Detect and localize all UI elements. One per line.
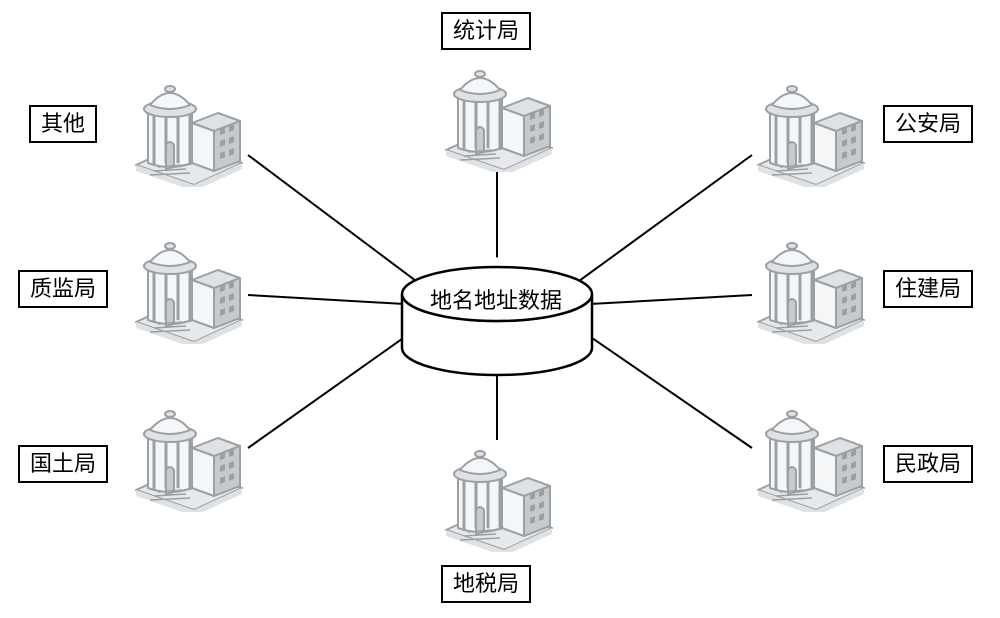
node-label-housing: 住建局 bbox=[883, 270, 973, 308]
node-label-aqsiq: 质监局 bbox=[18, 270, 108, 308]
building-icon bbox=[130, 232, 248, 344]
node-label-stats: 统计局 bbox=[441, 12, 531, 50]
node-label-civil: 民政局 bbox=[883, 445, 973, 483]
node-label-land: 国土局 bbox=[18, 445, 108, 483]
center-database bbox=[399, 264, 595, 383]
building-icon bbox=[440, 440, 558, 552]
diagram-stage: 地名地址数据 统计局其他质监局国土局地税局 公安局住建局民政局 bbox=[0, 0, 1000, 618]
building-icon bbox=[440, 60, 558, 172]
building-icon bbox=[130, 75, 248, 187]
node-label-other: 其他 bbox=[29, 105, 97, 143]
building-icon bbox=[130, 400, 248, 512]
building-icon bbox=[752, 232, 870, 344]
center-label: 地名地址数据 bbox=[430, 283, 562, 315]
building-icon bbox=[752, 75, 870, 187]
node-label-police: 公安局 bbox=[883, 105, 973, 143]
building-icon bbox=[752, 400, 870, 512]
node-label-tax: 地税局 bbox=[441, 565, 531, 603]
